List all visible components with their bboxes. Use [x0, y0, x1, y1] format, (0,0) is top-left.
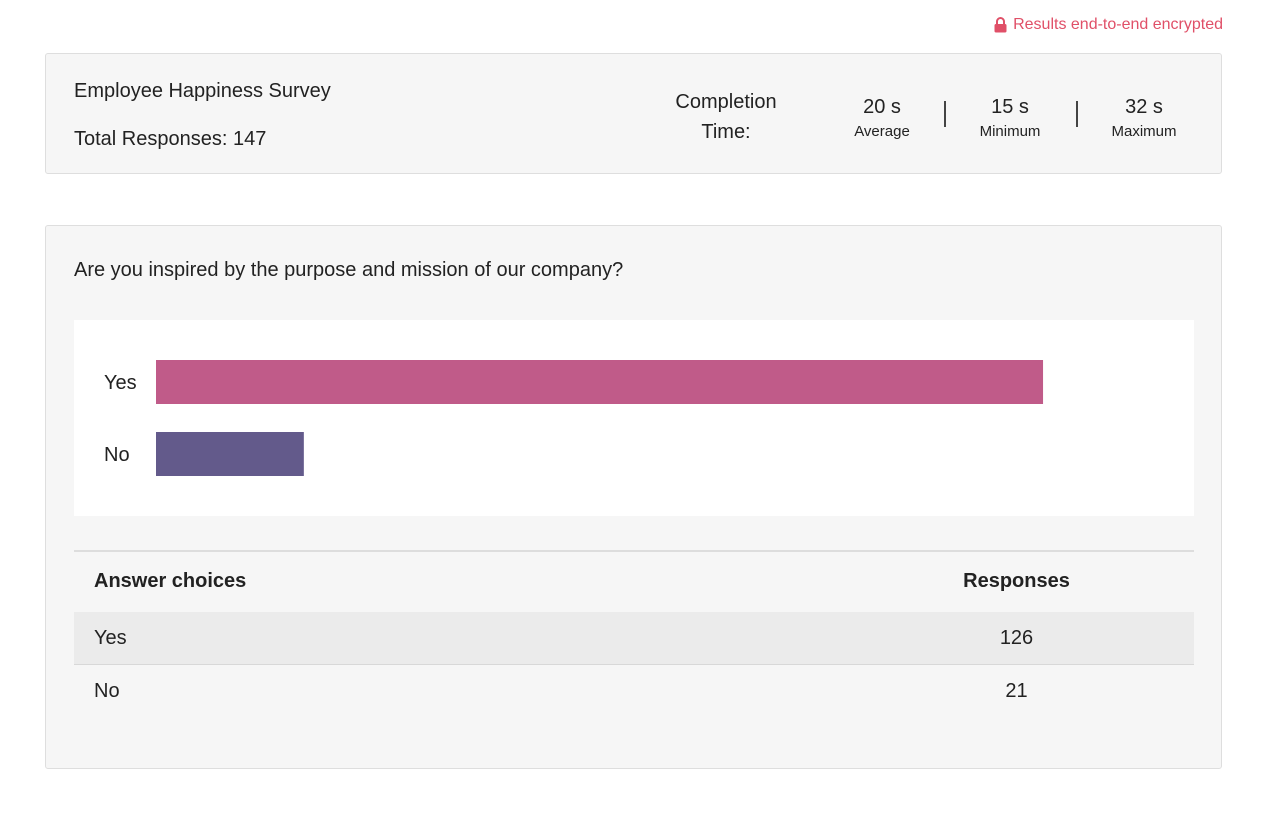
stat-label: Maximum — [1111, 123, 1177, 140]
row-choice: Yes — [94, 627, 127, 649]
bar-no — [156, 432, 304, 476]
stat-minimum: 15 s Minimum — [960, 96, 1060, 140]
bar-label-no: No — [104, 444, 130, 466]
row-responses: 21 — [1005, 680, 1028, 702]
stat-value: 32 s — [1125, 96, 1163, 118]
responses-table: Answer choices Responses Yes 126 No 21 — [74, 550, 1194, 717]
row-choice: No — [94, 680, 120, 702]
stat-average: 20 s Average — [832, 96, 932, 140]
survey-title: Employee Happiness Survey — [74, 80, 331, 102]
survey-summary-card: Employee Happiness Survey Total Response… — [45, 53, 1222, 174]
completion-time-label: Completion Time: — [675, 91, 777, 143]
question-text: Are you inspired by the purpose and miss… — [74, 259, 624, 281]
responses-bar-chart: Yes No — [74, 320, 1194, 516]
header-responses: Responses — [963, 570, 1070, 592]
lock-icon — [994, 17, 1007, 33]
table-header: Answer choices Responses — [74, 550, 1194, 612]
bar-label-yes: Yes — [104, 372, 137, 394]
chart-svg: Yes No — [104, 360, 1044, 476]
encryption-note: Results end-to-end encrypted — [994, 16, 1223, 34]
stat-divider — [1076, 101, 1078, 127]
total-responses: Total Responses: 147 — [74, 128, 267, 150]
question-card: Are you inspired by the purpose and miss… — [45, 225, 1222, 769]
table-row: No 21 — [74, 665, 1194, 717]
stat-maximum: 32 s Maximum — [1094, 96, 1194, 140]
bar-yes — [156, 360, 1044, 404]
stat-value: 20 s — [863, 96, 901, 118]
table-row: Yes 126 — [74, 612, 1194, 665]
stat-divider — [944, 101, 946, 127]
header-answer-choices: Answer choices — [94, 570, 247, 592]
encryption-text: Results end-to-end encrypted — [1013, 16, 1223, 33]
stat-label: Minimum — [979, 123, 1041, 140]
stat-label: Average — [854, 123, 910, 140]
row-responses: 126 — [999, 627, 1034, 649]
stat-value: 15 s — [991, 96, 1029, 118]
